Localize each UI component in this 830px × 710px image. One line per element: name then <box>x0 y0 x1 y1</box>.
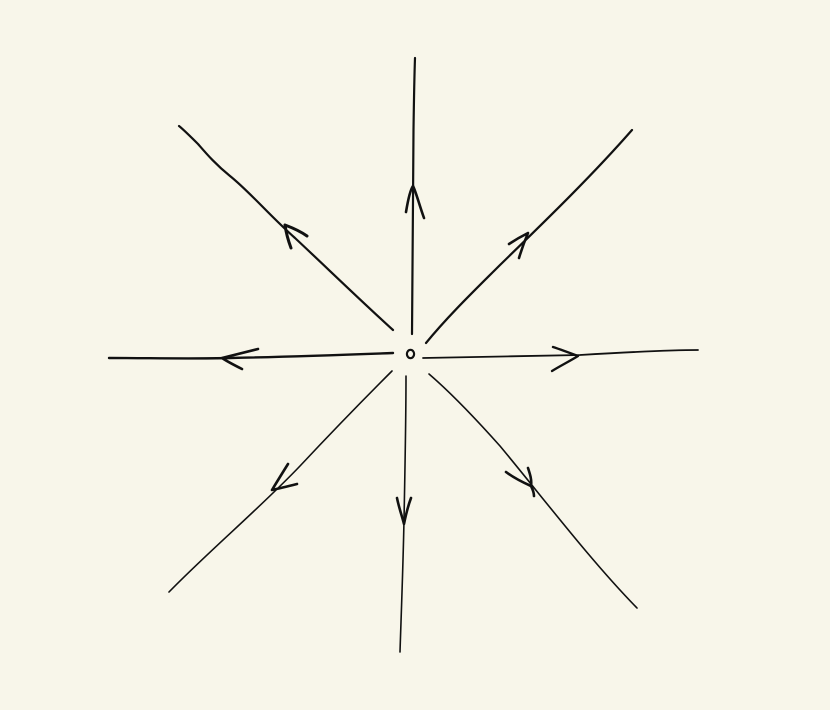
ray-down-arrowhead <box>395 496 413 526</box>
ray-down-left-arrowhead <box>270 462 299 492</box>
ray-up <box>404 56 426 336</box>
ray-up-arrowhead <box>404 184 426 220</box>
ray-down-right-line <box>428 373 638 609</box>
ray-down-left-line <box>168 370 393 593</box>
ray-left <box>107 347 395 371</box>
ray-down-right <box>428 373 638 609</box>
ray-down <box>395 375 413 653</box>
ray-down-left <box>168 370 393 593</box>
ray-up-line <box>410 56 417 336</box>
ray-up-right <box>424 128 634 345</box>
ray-down-right-arrowhead <box>504 466 536 498</box>
origin-point <box>405 348 416 360</box>
ray-left-arrowhead <box>220 347 260 371</box>
ray-up-right-line <box>424 128 634 345</box>
ray-up-left <box>177 124 395 332</box>
ray-up-left-arrowhead <box>283 223 309 250</box>
ray-up-left-line <box>177 124 395 332</box>
ray-up-right-arrowhead <box>507 231 530 260</box>
ray-right-arrowhead <box>550 345 580 373</box>
ray-right <box>422 345 699 373</box>
ray-left-line <box>107 351 395 360</box>
ray-right-line <box>422 349 699 359</box>
